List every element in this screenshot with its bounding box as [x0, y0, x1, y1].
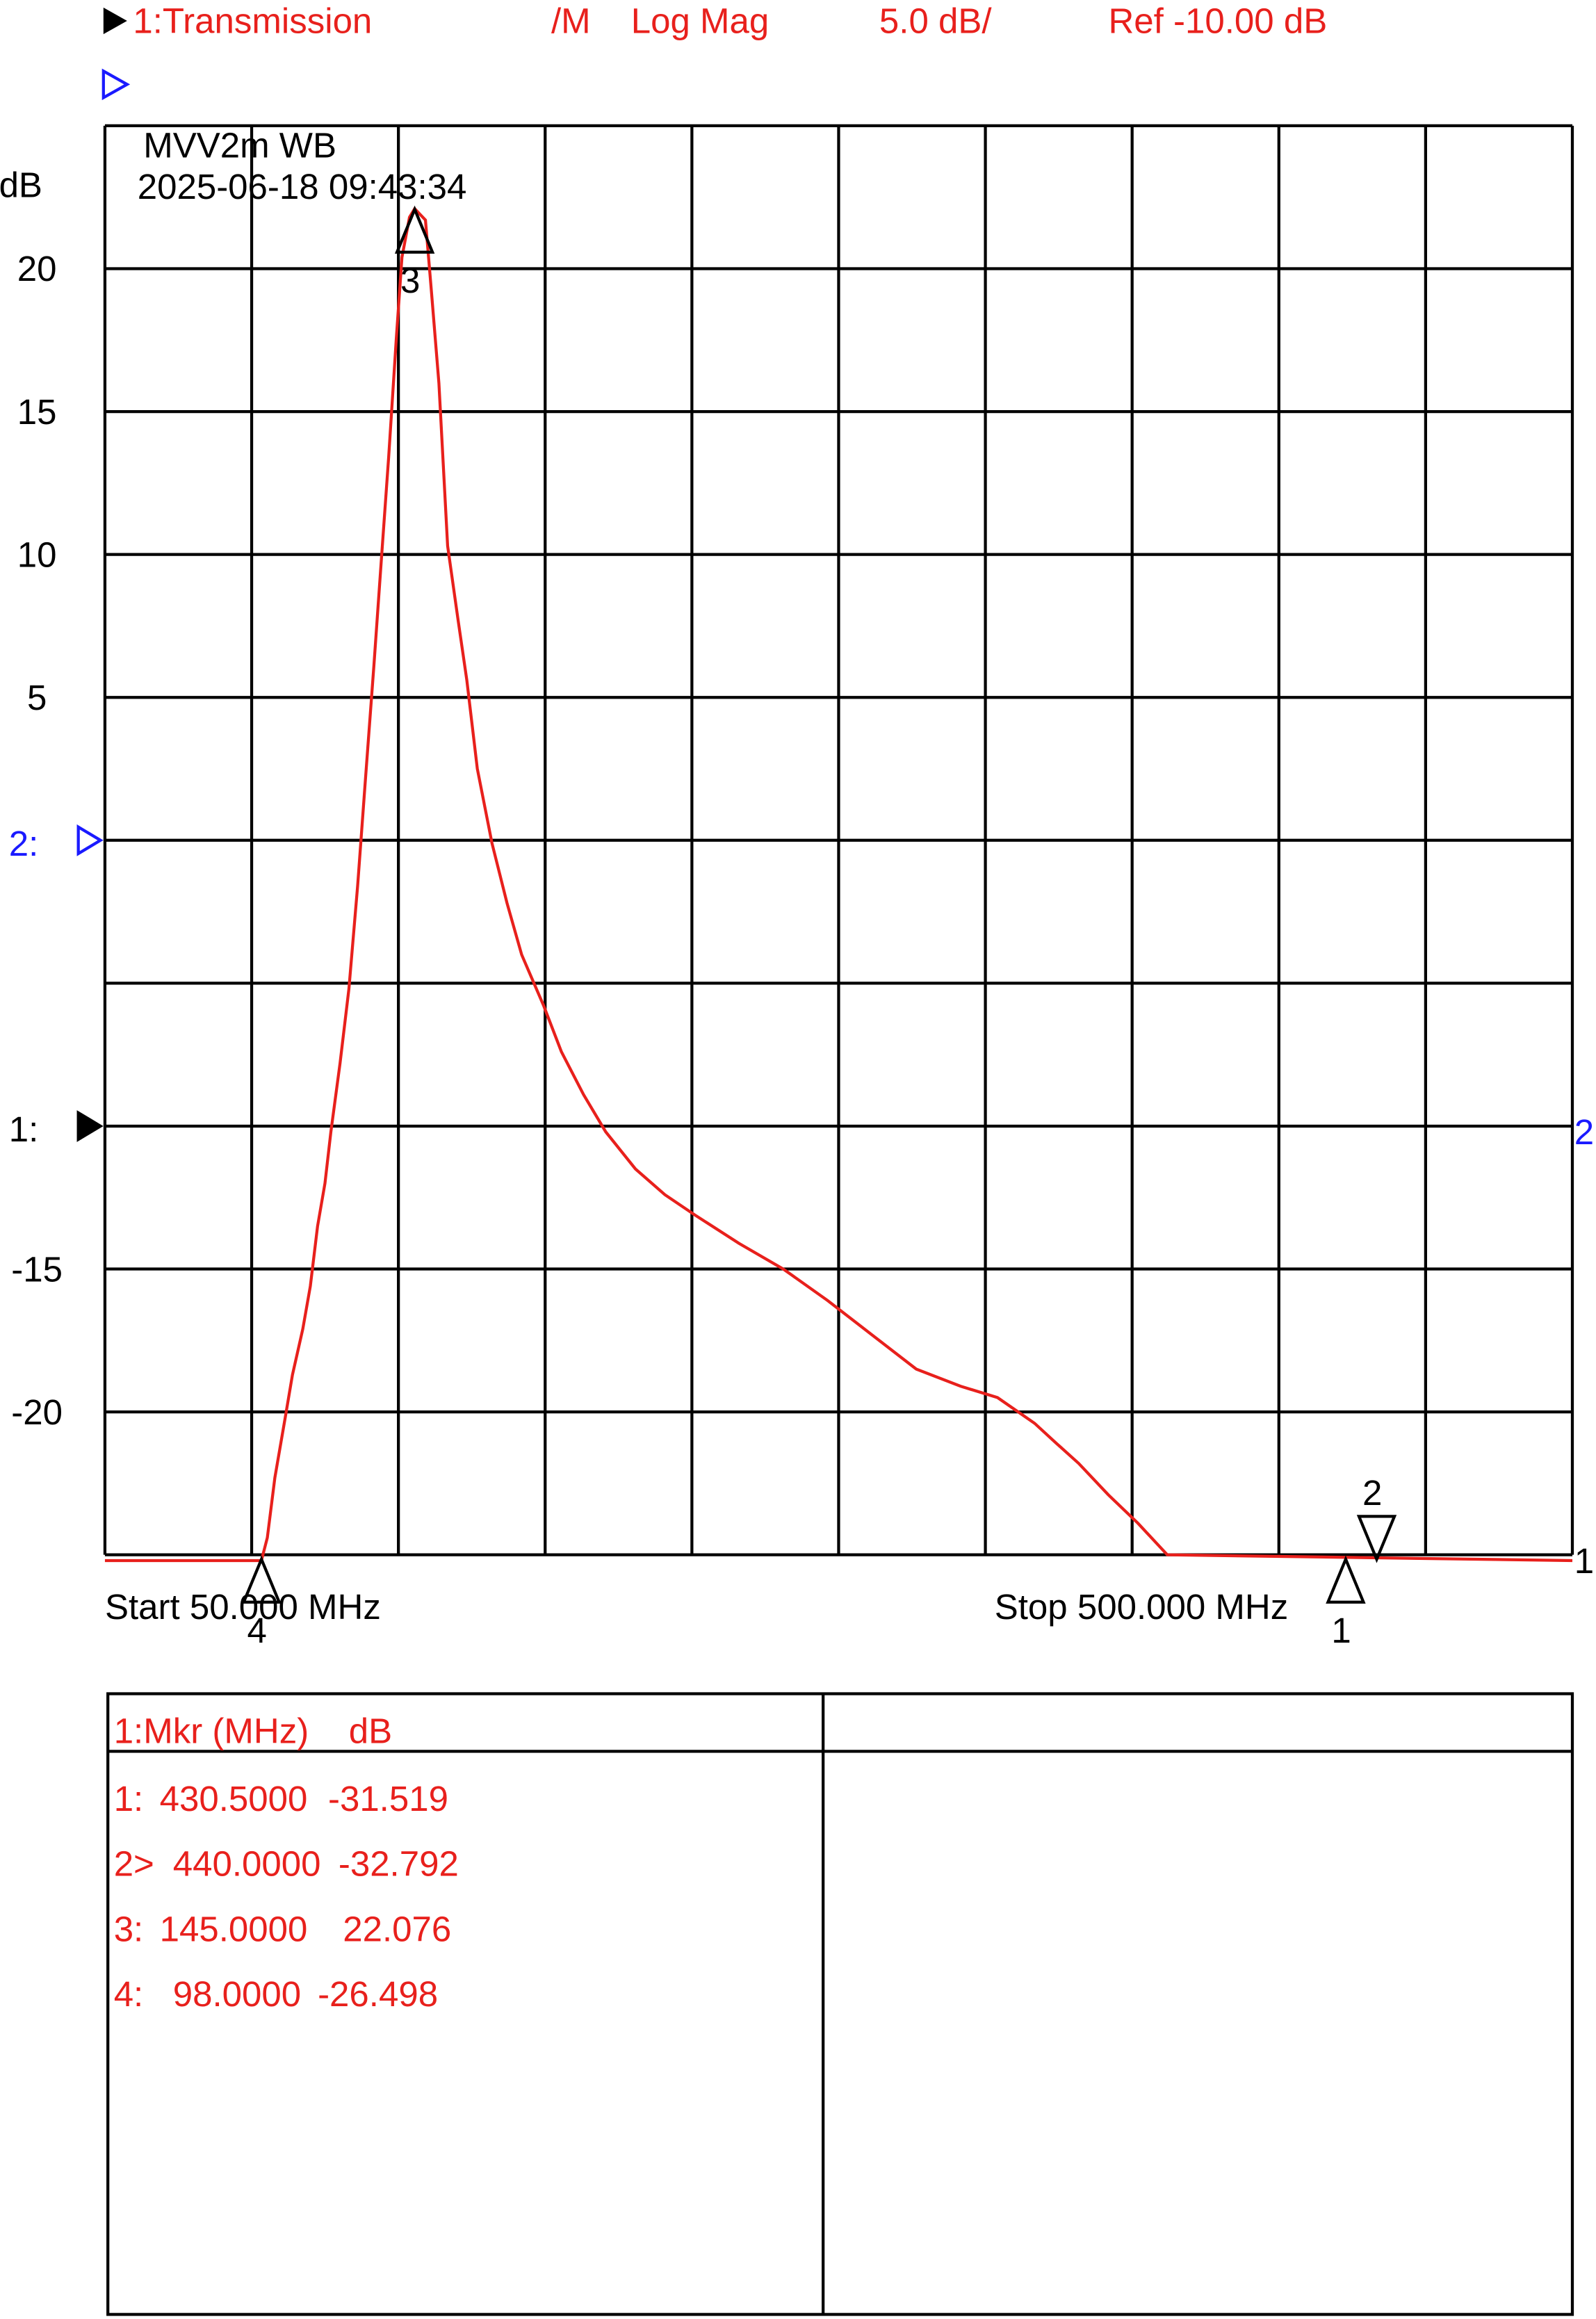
marker-label: 1	[1331, 1611, 1351, 1650]
marker-row-label: 3:	[114, 1909, 144, 1948]
y-tick-label: -15	[11, 1249, 63, 1289]
y-tick-label: 15	[17, 392, 57, 432]
right-marker-label: 1	[1574, 1541, 1594, 1581]
ref-marker	[76, 824, 104, 856]
y-tick-label: 10	[17, 535, 57, 574]
marker	[394, 205, 435, 254]
ref-marker	[76, 1110, 104, 1142]
marker-frequency: 98.0000	[173, 1974, 301, 2014]
timestamp: 2025-06-18 09:43:34	[138, 167, 467, 206]
marker-value: -26.498	[318, 1974, 438, 2014]
marker	[1326, 1555, 1366, 1604]
marker-value: -31.519	[328, 1779, 448, 1818]
trace	[104, 206, 1573, 1563]
trace-name: 1:Transmission	[133, 1, 372, 41]
marker-label: 4	[247, 1611, 267, 1650]
marker-row-label: 2>	[114, 1844, 154, 1884]
right-marker-label: 2	[1574, 1112, 1594, 1152]
marker-table: 1:Mkr (MHz) dB	[106, 1692, 1574, 2316]
ref-marker-label: 2:	[9, 824, 39, 863]
marker-label: 3	[400, 261, 420, 300]
table-unit: dB	[349, 1711, 392, 1750]
marker-value: 22.076	[343, 1909, 451, 1948]
marker-row-label: 1:	[114, 1779, 144, 1818]
channel-2-icon	[101, 68, 131, 101]
format: Log Mag	[631, 1, 770, 41]
marker-label: 2	[1362, 1473, 1382, 1513]
scale-mode: /M	[551, 1, 591, 41]
marker-frequency: 440.0000	[173, 1844, 321, 1884]
y-axis-label: dB	[0, 165, 42, 205]
marker-frequency: 430.5000	[160, 1779, 308, 1818]
table-header: 1:Mkr (MHz)	[114, 1711, 309, 1750]
marker-row-label: 4:	[114, 1974, 144, 2014]
scale: 5.0 dB/	[879, 1, 992, 41]
start-label: Start 50.000 MHz	[105, 1587, 381, 1627]
marker	[241, 1555, 282, 1604]
y-tick-label: -20	[11, 1392, 63, 1432]
marker-value: -32.792	[339, 1844, 459, 1884]
ref-marker-label: 1:	[9, 1109, 39, 1149]
header: 1:Transmission /M Log Mag 5.0 dB/ Ref -1…	[133, 1, 1327, 41]
y-tick-label: 20	[17, 249, 57, 288]
trace-title: MVV2m WB	[143, 125, 336, 165]
marker-frequency: 145.0000	[160, 1909, 308, 1948]
y-tick-label: 5	[27, 678, 47, 717]
table-border	[106, 1692, 1574, 2316]
stop-label: Stop 500.000 MHz	[995, 1587, 1289, 1627]
reference: Ref -10.00 dB	[1108, 1, 1327, 41]
marker	[1356, 1515, 1397, 1563]
active-channel-icon	[103, 7, 127, 35]
